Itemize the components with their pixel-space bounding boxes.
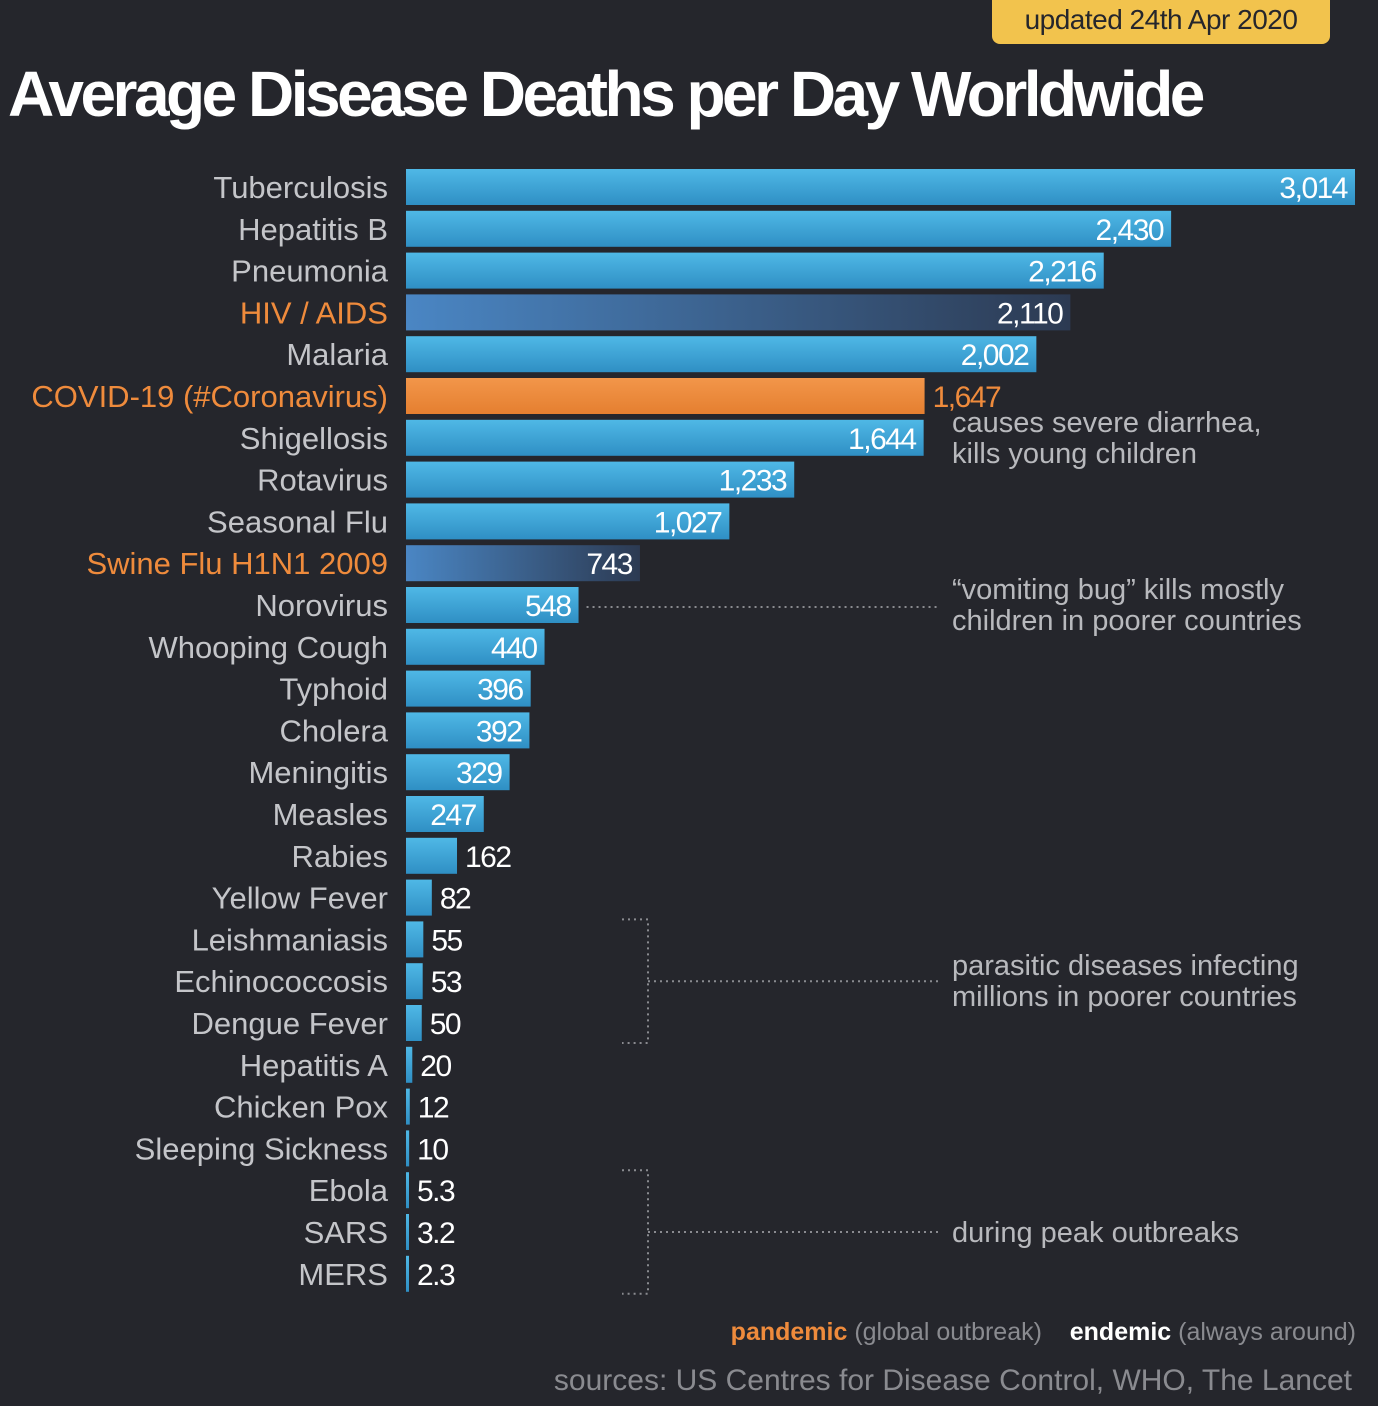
value-label: 2,216 — [1028, 256, 1096, 289]
bar — [406, 545, 640, 582]
category-label: Whooping Cough — [148, 630, 388, 665]
value-label: 1,644 — [848, 423, 916, 456]
value-label: 3.2 — [417, 1217, 455, 1250]
category-label: Tuberculosis — [213, 170, 388, 205]
category-label: Meningitis — [248, 755, 388, 790]
bar — [406, 169, 1355, 205]
category-label: COVID-19 (#Coronavirus) — [31, 379, 388, 414]
value-label: 2.3 — [417, 1259, 455, 1292]
legend-endemic: endemic — [1069, 1318, 1172, 1346]
category-label: Norovirus — [255, 588, 388, 623]
value-label: 392 — [476, 715, 522, 748]
value-label: 12 — [418, 1092, 449, 1125]
category-label: Pneumonia — [231, 254, 389, 289]
value-label: 1,027 — [654, 506, 722, 539]
category-label: HIV / AIDS — [240, 295, 388, 330]
value-label: 548 — [525, 590, 571, 623]
bar — [406, 1088, 410, 1125]
category-label: Rotavirus — [257, 463, 388, 498]
category-label: Leishmaniasis — [192, 922, 388, 957]
bar — [406, 503, 730, 540]
bar — [406, 1172, 409, 1209]
legend-pandemic-desc: (global outbreak) — [854, 1318, 1042, 1346]
annotation-text: “vomiting bug” kills mostly — [952, 574, 1284, 606]
category-label: Dengue Fever — [192, 1006, 388, 1041]
category-label: Seasonal Flu — [207, 504, 388, 539]
legend: pandemic (global outbreak) endemic (alwa… — [731, 1318, 1356, 1347]
value-label: 1,647 — [933, 381, 1001, 414]
value-label: 247 — [430, 799, 476, 832]
chart-title: Average Disease Deaths per Day Worldwide — [8, 58, 1205, 130]
value-label: 329 — [456, 757, 502, 790]
category-label: Cholera — [279, 713, 388, 748]
value-label: 20 — [420, 1050, 451, 1083]
category-label: Shigellosis — [240, 421, 388, 456]
category-label: Swine Flu H1N1 2009 — [86, 546, 388, 581]
bar — [406, 587, 579, 623]
value-label: 743 — [586, 548, 632, 581]
category-label: Hepatitis A — [240, 1048, 389, 1083]
legend-endemic-desc: (always around) — [1178, 1318, 1356, 1346]
value-label: 162 — [465, 841, 511, 874]
bar — [406, 879, 432, 916]
category-label: Typhoid — [279, 672, 388, 707]
category-label: Malaria — [286, 337, 388, 372]
bar — [406, 670, 531, 707]
category-label: Ebola — [309, 1173, 389, 1208]
updated-badge: updated 24th Apr 2020 — [992, 0, 1330, 44]
annotation-text: parasitic diseases infecting — [952, 950, 1299, 982]
group-bracket — [622, 1169, 649, 1295]
bar — [406, 754, 510, 791]
bar — [406, 294, 1071, 331]
category-label: MERS — [298, 1257, 388, 1292]
bar — [406, 461, 795, 498]
annotation-text: during peak outbreaks — [952, 1217, 1239, 1249]
bar — [406, 963, 423, 1000]
value-label: 2,430 — [1096, 214, 1164, 247]
bar — [406, 1005, 422, 1041]
bar — [406, 336, 1037, 373]
annotation-text: kills young children — [952, 438, 1197, 470]
bar — [406, 1255, 409, 1292]
value-label: 55 — [431, 924, 462, 957]
bar — [406, 1214, 409, 1250]
bar — [406, 628, 545, 665]
category-label: Hepatitis B — [238, 212, 388, 247]
category-label: Measles — [273, 797, 388, 832]
category-label: Rabies — [292, 839, 389, 874]
bar — [406, 210, 1172, 247]
category-label: SARS — [304, 1215, 388, 1250]
value-label: 440 — [491, 632, 537, 665]
bar — [406, 837, 458, 874]
value-label: 10 — [417, 1133, 448, 1166]
bar — [406, 419, 924, 456]
group-bracket — [622, 918, 649, 1044]
bar — [406, 252, 1104, 289]
bar — [406, 1130, 410, 1167]
bar — [406, 712, 530, 749]
bar — [406, 796, 484, 832]
annotation-text: millions in poorer countries — [952, 981, 1297, 1013]
value-label: 53 — [431, 966, 462, 999]
category-label: Chicken Pox — [214, 1090, 389, 1125]
value-label: 2,002 — [961, 339, 1029, 372]
value-label: 2,110 — [997, 297, 1063, 330]
sources-note: sources: US Centres for Disease Control,… — [553, 1364, 1352, 1397]
value-label: 3,014 — [1279, 172, 1347, 205]
category-label: Sleeping Sickness — [135, 1131, 388, 1166]
annotation-text: causes severe diarrhea, — [952, 407, 1262, 439]
bar — [406, 378, 925, 414]
legend-pandemic: pandemic — [730, 1318, 848, 1346]
value-label: 5.3 — [417, 1175, 455, 1208]
value-label: 396 — [477, 674, 523, 707]
bar — [406, 1046, 413, 1083]
annotation-text: children in poorer countries — [952, 605, 1302, 637]
bar — [406, 921, 424, 958]
value-label: 82 — [440, 883, 471, 916]
category-label: Yellow Fever — [212, 881, 388, 916]
value-label: 1,233 — [719, 465, 787, 498]
category-label: Echinococcosis — [174, 964, 388, 999]
value-label: 50 — [430, 1008, 461, 1041]
